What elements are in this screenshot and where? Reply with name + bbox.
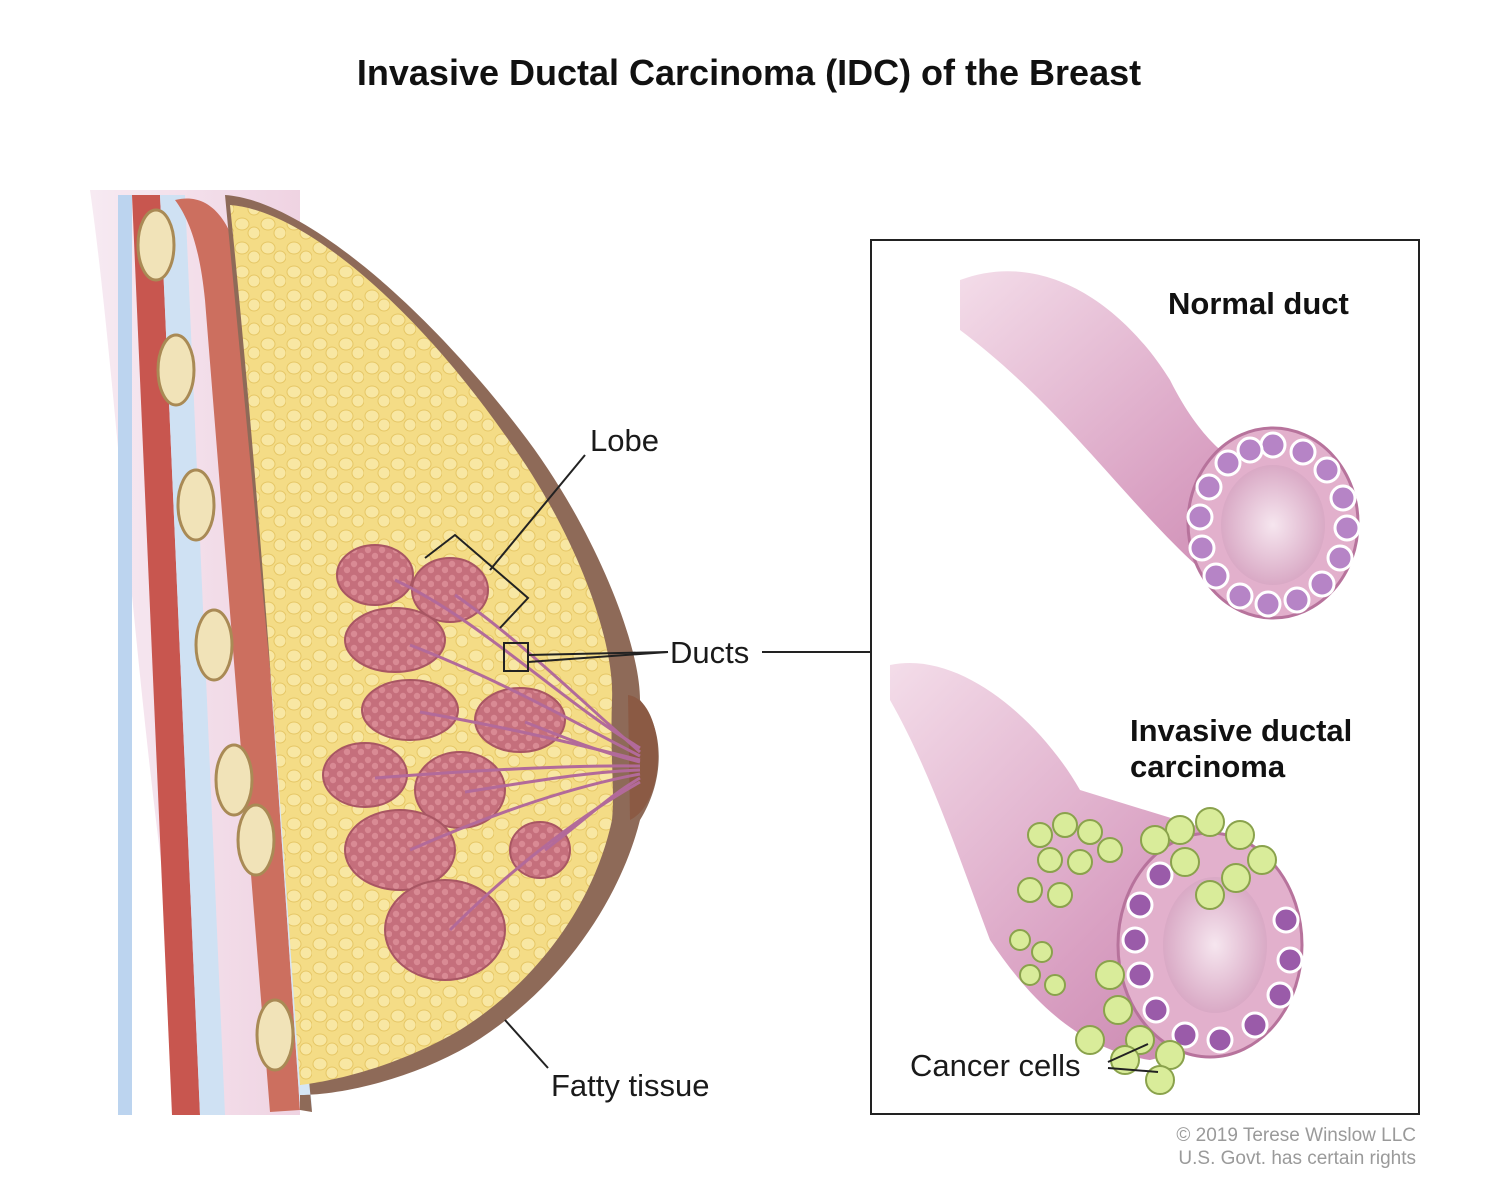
- lobe-label: Lobe: [590, 423, 659, 458]
- idc-duct: [890, 662, 1304, 1095]
- copyright-credit: © 2019 Terese Winslow LLC U.S. Govt. has…: [1176, 1124, 1416, 1170]
- duct-lines: [374, 578, 641, 932]
- cancer-cells-label: Cancer cells: [910, 1048, 1081, 1083]
- cancer-cells-leader: [1107, 1043, 1159, 1073]
- ducts-label: Ducts: [670, 635, 750, 670]
- ducts-pointer: [503, 642, 871, 672]
- lobules: [322, 544, 571, 981]
- credit-line-2: U.S. Govt. has certain rights: [1178, 1148, 1416, 1169]
- fatty-tissue-leader: [504, 1019, 549, 1069]
- normal-duct-label: Normal duct: [1168, 286, 1349, 321]
- cancer-cell-cluster: [1009, 807, 1277, 1095]
- normal-duct: [960, 271, 1361, 620]
- idc-label-line1: Invasive ductal: [1130, 713, 1353, 748]
- lobe-bracket: [424, 454, 586, 629]
- credit-line-1: © 2019 Terese Winslow LLC: [1176, 1125, 1416, 1146]
- normal-duct-cells: [1186, 431, 1361, 618]
- diagram-title: Invasive Ductal Carcinoma (IDC) of the B…: [356, 52, 1142, 93]
- rib-cross-sections: [136, 208, 295, 1072]
- nipple: [628, 695, 658, 820]
- fatty-tissue-label: Fatty tissue: [551, 1068, 710, 1103]
- idc-label-line2: carcinoma: [1130, 749, 1286, 784]
- idc-normal-cells: [1121, 861, 1304, 1054]
